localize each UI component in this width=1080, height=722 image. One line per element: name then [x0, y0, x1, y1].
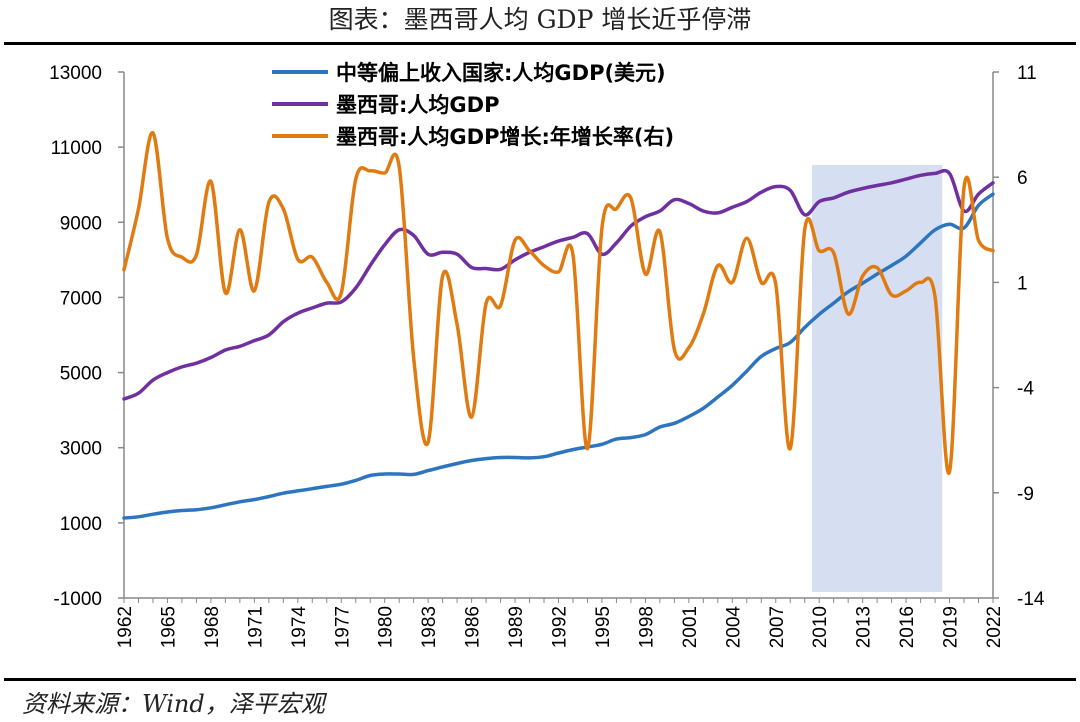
x-tick-label: 1977	[332, 606, 353, 648]
right-tick-label: -14	[1017, 589, 1045, 610]
chart-title: 图表：墨西哥人均 GDP 增长近乎停滞	[328, 5, 752, 34]
series-line-mexico-growth	[122, 131, 995, 475]
bottom-rule	[4, 678, 1076, 681]
legend-label-mexico-growth: 墨西哥:人均GDP增长:年增长率(右)	[336, 125, 674, 149]
left-tick-label: 3000	[60, 439, 102, 460]
x-tick-label: 1998	[636, 606, 657, 648]
left-tick-label: 7000	[60, 288, 102, 309]
top-rule	[4, 42, 1076, 45]
right-tick-label: -9	[1017, 484, 1034, 505]
x-tick-label: 1980	[376, 606, 397, 648]
x-tick-label: 2001	[680, 606, 701, 648]
left-tick-label: 5000	[60, 364, 102, 385]
x-tick-label: 1986	[463, 606, 484, 648]
right-tick-label: 1	[1017, 273, 1028, 294]
left-tick-label: 13000	[49, 63, 102, 84]
x-tick-label: 2010	[810, 606, 831, 648]
x-tick-label: 1989	[506, 606, 527, 648]
source-note: 资料来源：Wind，泽平宏观	[22, 690, 325, 718]
x-tick-label: 2013	[854, 606, 875, 648]
x-tick-label: 1995	[593, 606, 614, 648]
x-tick-label: 2016	[897, 606, 918, 648]
x-tick-label: 2004	[723, 606, 744, 649]
x-tick-label: 1974	[289, 606, 310, 649]
x-tick-label: 1971	[245, 606, 266, 648]
x-tick-label: 1992	[550, 606, 571, 648]
legend-label-mexico-gdp: 墨西哥:人均GDP	[336, 93, 499, 117]
left-tick-label: 9000	[60, 213, 102, 234]
right-tick-label: 11	[1017, 63, 1037, 84]
left-tick-label: 1000	[60, 514, 102, 535]
left-tick-label: -1000	[53, 589, 102, 610]
x-tick-label: 2007	[767, 606, 788, 648]
series-line-mexico-gdp	[122, 168, 995, 401]
x-tick-label: 1965	[158, 606, 179, 648]
shaded-period	[811, 165, 943, 592]
x-tick-label: 1962	[115, 606, 136, 648]
left-tick-label: 11000	[51, 138, 102, 159]
right-tick-label: 6	[1017, 168, 1028, 189]
series-line-upper-middle-income	[122, 192, 995, 520]
x-tick-label: 1983	[419, 606, 440, 648]
right-tick-label: -4	[1017, 379, 1034, 400]
x-tick-label: 2019	[941, 606, 962, 648]
x-tick-label: 2022	[984, 606, 1005, 648]
legend-label-upper-middle-income: 中等偏上收入国家:人均GDP(美元)	[336, 61, 666, 85]
x-tick-label: 1968	[202, 606, 223, 648]
